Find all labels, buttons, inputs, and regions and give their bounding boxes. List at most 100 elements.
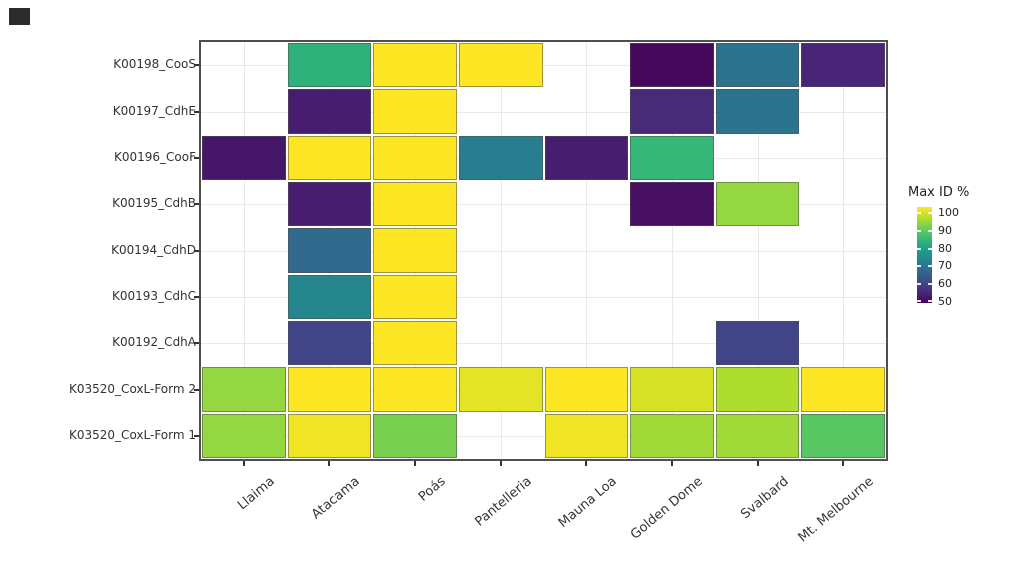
legend-title: Max ID %: [908, 185, 970, 200]
y-axis-tick: [194, 434, 199, 437]
colorbar-tick-mark: [928, 265, 932, 268]
heatmap-cell: [287, 321, 372, 366]
x-axis-label: Atacama: [309, 474, 364, 523]
y-axis-tick: [194, 249, 199, 252]
colorbar-tick-label: 70: [938, 259, 952, 273]
gridline-horizontal: [201, 296, 886, 298]
colorbar-tick-label: 100: [938, 206, 959, 219]
heatmap-cell: [715, 89, 800, 134]
x-axis-label: Golden Dome: [627, 474, 706, 543]
colorbar-tick-mark: [917, 300, 921, 302]
x-axis-tick: [414, 461, 417, 466]
heatmap-cell: [801, 413, 885, 458]
colorbar-tick-mark: [928, 247, 932, 250]
y-axis-label: K00193_CdhC: [111, 288, 196, 303]
y-axis-label: K00192_CdhA: [112, 335, 196, 350]
plot-panel: [199, 40, 888, 461]
y-axis-tick: [194, 295, 199, 298]
heatmap-cell: [630, 89, 714, 134]
y-axis-tick: [194, 64, 199, 67]
colorbar-tick-mark: [928, 300, 932, 302]
gridline-horizontal: [201, 389, 886, 391]
heatmap-cell: [801, 367, 885, 412]
colorbar-tick-mark: [917, 265, 921, 268]
heatmap-cell: [715, 43, 800, 88]
gridline-horizontal: [201, 343, 886, 345]
heatmap-cell: [630, 367, 714, 412]
x-axis-tick: [328, 461, 331, 466]
heatmap-cell: [287, 89, 372, 134]
heatmap-cell: [287, 135, 372, 180]
colorbar-tick-mark: [917, 212, 921, 214]
colorbar-tick-label: 60: [938, 277, 952, 291]
x-axis-label: Pantelleria: [472, 474, 535, 530]
x-axis-tick: [756, 461, 759, 466]
heatmap-cell: [373, 367, 457, 412]
heatmap-cell: [630, 413, 714, 458]
gridline-horizontal: [201, 435, 886, 437]
heatmap-cell: [287, 367, 372, 412]
gridline-horizontal: [201, 204, 886, 206]
y-axis-tick: [194, 342, 199, 345]
heatmap-cell: [287, 228, 372, 273]
x-axis-label: Mauna Loa: [556, 474, 620, 531]
y-axis-label: K00197_CdhE: [112, 103, 196, 118]
heatmap-cell: [373, 321, 457, 366]
x-axis-label: Llaima: [234, 474, 278, 514]
heatmap-cell: [544, 135, 629, 180]
heatmap-cell: [373, 89, 457, 134]
y-axis-label: K00194_CdhD: [111, 242, 196, 257]
y-axis-label: K00198_CooS: [113, 57, 196, 72]
heatmap-cell: [287, 182, 372, 227]
y-axis-label: K03520_CoxL-Form 1: [69, 427, 196, 442]
x-axis-tick: [670, 461, 673, 466]
heatmap-cell: [202, 413, 286, 458]
heatmap-cell: [458, 43, 543, 88]
heatmap-cell: [630, 182, 714, 227]
heatmap-cell: [715, 321, 800, 366]
y-axis-tick: [194, 110, 199, 113]
colorbar-tick-mark: [928, 212, 932, 214]
gridline-horizontal: [201, 65, 886, 67]
heatmap-cell: [287, 43, 372, 88]
heatmap-cell: [715, 367, 800, 412]
heatmap-cell: [373, 182, 457, 227]
x-axis-label: Poás: [416, 474, 449, 505]
heatmap-cell: [202, 135, 286, 180]
colorbar-gradient: [917, 207, 932, 303]
heatmap-cell: [287, 274, 372, 319]
heatmap-cell: [715, 182, 800, 227]
colorbar-tick-label: 90: [938, 223, 952, 237]
x-axis-tick: [842, 461, 845, 466]
heatmap-cell: [373, 274, 457, 319]
colorbar-tick-label: 80: [938, 241, 952, 255]
colorbar-tick-mark: [917, 229, 921, 232]
heatmap-cell: [801, 43, 885, 88]
heatmap-cell: [630, 135, 714, 180]
y-axis-tick: [194, 156, 199, 159]
y-axis-label: K00196_CooF: [113, 149, 196, 164]
gridline-horizontal: [201, 157, 886, 159]
heatmap-cell: [373, 43, 457, 88]
heatmap-cell: [458, 135, 543, 180]
gridline-horizontal: [201, 111, 886, 113]
heatmap-cell: [630, 43, 714, 88]
heatmap-cell: [373, 228, 457, 273]
colorbar-tick-mark: [928, 283, 932, 286]
corner-artifact: [9, 8, 30, 25]
x-axis-label: Svalbard: [737, 474, 792, 523]
colorbar-tick-mark: [917, 247, 921, 250]
x-axis-tick: [499, 461, 502, 466]
x-axis-label: Mt. Melbourne: [795, 474, 877, 546]
heatmap-cell: [715, 413, 800, 458]
colorbar-tick-mark: [917, 283, 921, 286]
heatmap-cell: [544, 367, 629, 412]
heatmap-cell: [544, 413, 629, 458]
heatmap-cell: [373, 135, 457, 180]
colorbar-tick-label: 50: [938, 295, 952, 308]
heatmap-cell: [458, 367, 543, 412]
x-axis-tick: [242, 461, 245, 466]
heatmap-cell: [202, 367, 286, 412]
x-axis-tick: [585, 461, 588, 466]
